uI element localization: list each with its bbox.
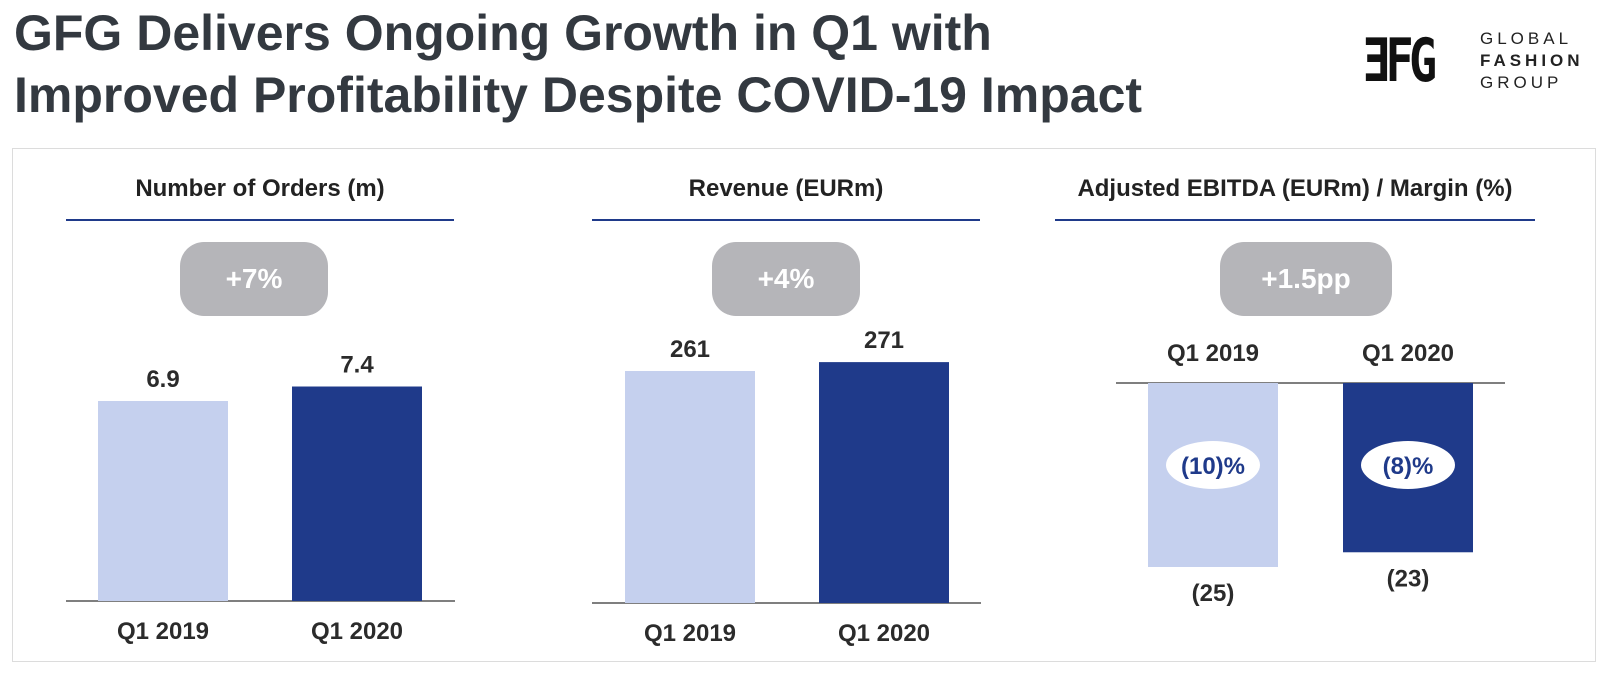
page-title-line-1: GFG Delivers Ongoing Growth in Q1 with bbox=[14, 5, 992, 61]
orders-value-label-q1-2020: 7.4 bbox=[340, 352, 374, 379]
ebitda-title-rule bbox=[1055, 219, 1535, 221]
logo-word-global: GLOBAL bbox=[1480, 29, 1573, 48]
logo-word-group: GROUP bbox=[1480, 73, 1563, 92]
revenue-chart-title: Revenue (EURm) bbox=[688, 175, 884, 202]
orders-value-label-q1-2019: 6.9 bbox=[146, 366, 179, 393]
orders-title-rule bbox=[66, 219, 454, 221]
ebitda-chart-title: Adjusted EBITDA (EURm) / Margin (%) bbox=[1077, 175, 1513, 202]
revenue-growth-badge: +4% bbox=[712, 242, 860, 316]
ebitda-margin-badge: +1.5pp bbox=[1220, 242, 1392, 316]
orders-bar-q1-2020 bbox=[292, 386, 422, 601]
revenue-value-label-q1-2020: 271 bbox=[864, 327, 904, 354]
revenue-value-label-q1-2019: 261 bbox=[670, 336, 710, 363]
ebitda-margin-label-q1-2019: (10)% bbox=[1181, 453, 1245, 480]
orders-category-label-q1-2020: Q1 2020 bbox=[311, 618, 403, 645]
orders-chart-title: Number of Orders (m) bbox=[135, 175, 385, 202]
revenue-category-label-q1-2020: Q1 2020 bbox=[838, 620, 930, 647]
revenue-title-rule bbox=[592, 219, 980, 221]
ebitda-margin-ellipse-q1-2019 bbox=[1166, 441, 1260, 489]
page-title-line-2: Improved Profitability Despite COVID-19 … bbox=[14, 67, 1143, 123]
logo-word-fashion: FASHION bbox=[1480, 51, 1584, 70]
charts-frame bbox=[12, 148, 1596, 662]
revenue-bar-q1-2020 bbox=[819, 362, 949, 603]
orders-growth-badge: +7% bbox=[180, 242, 328, 316]
logo-mark: ƎFG bbox=[1362, 26, 1437, 96]
ebitda-value-label-q1-2019: (25) bbox=[1192, 580, 1235, 607]
ebitda-margin-ellipse-q1-2020 bbox=[1361, 441, 1455, 489]
orders-category-label-q1-2019: Q1 2019 bbox=[117, 618, 209, 645]
page-title: GFG Delivers Ongoing Growth in Q1 with I… bbox=[14, 2, 1142, 126]
gfg-logo: ƎFG GLOBAL FASHION GROUP bbox=[1362, 24, 1600, 100]
orders-bar-q1-2019 bbox=[98, 401, 228, 601]
revenue-category-label-q1-2019: Q1 2019 bbox=[644, 620, 736, 647]
ebitda-category-label-q1-2019: Q1 2019 bbox=[1167, 340, 1259, 367]
logo-wordmark: GLOBAL FASHION GROUP bbox=[1480, 28, 1584, 94]
ebitda-value-label-q1-2020: (23) bbox=[1387, 565, 1430, 592]
revenue-bar-q1-2019 bbox=[625, 371, 755, 603]
ebitda-margin-label-q1-2020: (8)% bbox=[1383, 453, 1434, 480]
ebitda-category-label-q1-2020: Q1 2020 bbox=[1362, 340, 1454, 367]
